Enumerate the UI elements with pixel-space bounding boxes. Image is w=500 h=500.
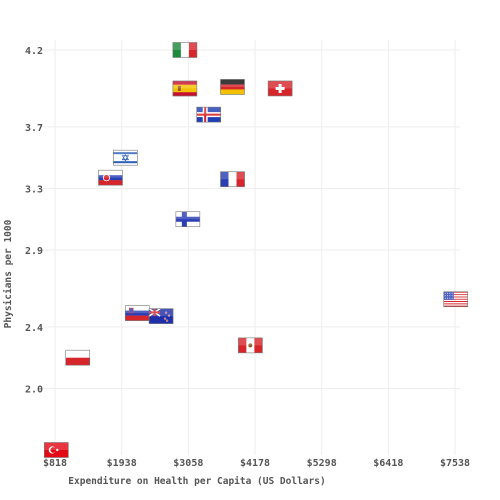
x-tick-label: $818 [43,458,67,469]
y-tick-label: 2.0 [25,384,43,395]
y-axis-label: Physicians per 1000 [3,219,14,328]
y-tick-label: 4.2 [25,46,43,57]
france-flag-marker [220,171,245,188]
mexico-flag-marker [238,337,263,354]
x-axis-ticks: $818 $1938 $3058 $4178 $5298 $6418 $7538 [43,458,470,469]
turkey-flag-marker [44,442,69,458]
x-tick-label: $5298 [307,458,337,469]
data-points [44,42,469,458]
slovenia-flag-marker [124,305,150,321]
iceland-flag-marker [196,106,221,123]
x-tick-label: $7538 [440,458,470,469]
israel-flag-marker [113,149,138,166]
italy-flag-marker [172,42,198,58]
y-tick-label: 2.4 [25,323,43,334]
y-tick-label: 3.7 [25,123,43,134]
y-tick-label: 3.3 [25,184,43,195]
x-tick-label: $6418 [373,458,403,469]
grid [40,40,460,455]
germany-flag-marker [220,79,245,95]
united-states-flag-marker [443,291,469,308]
y-axis-ticks: 4.2 3.7 3.3 2.9 2.4 2.0 [25,46,43,395]
x-axis-label: Expenditure on Health per Capita (US Dol… [68,476,325,487]
x-tick-label: $3058 [173,458,203,469]
poland-flag-marker [65,349,91,366]
y-tick-label: 2.9 [25,246,43,257]
switzerland-flag-marker [267,80,293,97]
new-zealand-flag-marker [148,308,174,324]
spain-flag-marker [172,80,198,97]
finland-flag-marker [175,211,201,228]
x-tick-label: $4178 [240,458,270,469]
x-tick-label: $1938 [107,458,137,469]
slovakia-flag-marker [98,169,123,186]
